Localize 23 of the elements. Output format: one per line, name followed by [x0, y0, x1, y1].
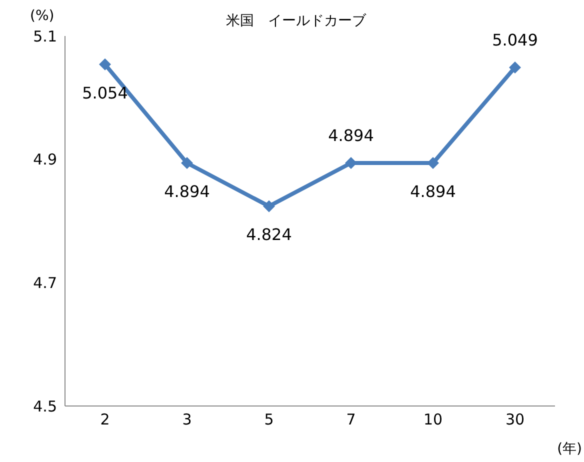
x-tick-label: 3 — [182, 410, 192, 429]
data-label: 4.894 — [164, 182, 210, 202]
y-tick-label: 4.5 — [33, 397, 57, 416]
x-tick-label: 7 — [346, 410, 356, 429]
y-tick-label: 5.1 — [33, 27, 57, 46]
chart-title: 米国 イールドカーブ — [226, 13, 366, 29]
y-axis-title: (%) — [30, 8, 54, 24]
x-tick-label: 5 — [264, 410, 274, 429]
point — [181, 157, 193, 170]
x-tick-label: 2 — [100, 410, 110, 429]
x-tick-label: 30 — [505, 410, 525, 429]
point — [509, 61, 521, 74]
data-label: 5.049 — [492, 30, 538, 50]
point — [99, 58, 111, 70]
x-tick-label: 10 — [423, 410, 443, 429]
y-tick-label: 4.7 — [33, 274, 57, 292]
point — [263, 200, 275, 212]
x-axis-title: (年) — [557, 440, 582, 458]
y-tick-label: 4.9 — [33, 150, 57, 169]
data-label: 4.824 — [246, 225, 292, 244]
data-label: 4.894 — [328, 126, 374, 146]
data-label: 4.894 — [410, 182, 456, 202]
data-label: 5.054 — [82, 83, 128, 102]
